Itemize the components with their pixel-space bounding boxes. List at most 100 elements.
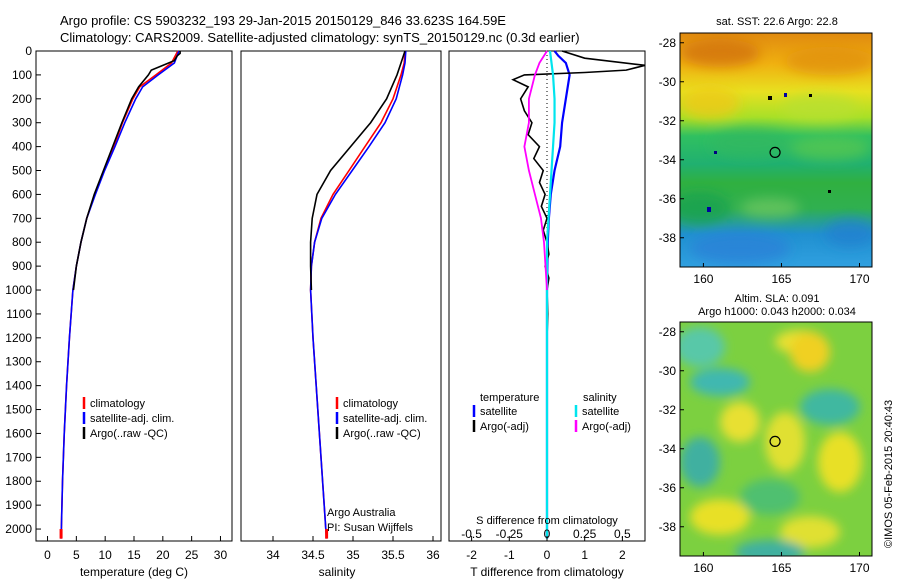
depth-tick-label: 1500: [5, 403, 32, 417]
difference-lines: [511, 50, 646, 541]
legend-label-satellite: satellite-adj. clim.: [90, 413, 174, 425]
depth-tick-label: 300: [12, 116, 32, 130]
map-x-tick-label: 165: [771, 272, 791, 286]
diff-s-tick-label: 0.25: [573, 527, 597, 541]
depth-tick-label: 1600: [5, 426, 32, 440]
sla-map-panel: Altim. SLA: 0.091 Argo h1000: 0.043 h200…: [659, 293, 873, 575]
depth-tick-label: 700: [12, 211, 32, 225]
data-gap-dot: [707, 207, 711, 212]
salinity-panel: 34 34.5 35 35.5 36 salinity climatology sate…: [240, 50, 442, 579]
map-y-tick-label: -32: [659, 403, 677, 417]
argo-location-marker: [769, 146, 781, 158]
depth-tick-label: 900: [12, 259, 32, 273]
map-y-tick-label: -38: [659, 231, 677, 245]
map-y-tick-label: -28: [659, 325, 677, 339]
depth-tick-label: 1800: [5, 474, 32, 488]
temp-series-argo: [72, 51, 181, 291]
diff-t-tick-label: 2: [619, 548, 626, 562]
legend-label-t-satellite: satellite: [480, 406, 517, 418]
map-y-tick-label: -32: [659, 114, 677, 128]
difference-x-ticks: -2 -1 0 1 2: [466, 536, 626, 562]
diff-s-tick-label: 0: [544, 527, 551, 541]
map-x-tick-label: 160: [693, 561, 713, 575]
depth-tick-label: 1700: [5, 450, 32, 464]
legend-label-s-satellite: satellite: [582, 406, 619, 418]
salinity-axes-box: [240, 50, 442, 542]
depth-tick-label: 1400: [5, 379, 32, 393]
depth-tick-label: 100: [12, 68, 32, 82]
depth-tick-label: 1300: [5, 355, 32, 369]
depth-tick-label: 500: [12, 164, 32, 178]
temperature-xlabel: temperature (deg C): [80, 565, 188, 579]
depth-tick-label: 1000: [5, 283, 32, 297]
depth-tick-label: 600: [12, 187, 32, 201]
depth-ticks: 0 100 200 300 400 500 600 700 800 900 1000 1100 1200…: [5, 44, 41, 536]
difference-legend: temperature salinity satellite Argo(-adj…: [472, 392, 631, 433]
sst-map-frame: [679, 32, 873, 268]
map-y-tick-label: -38: [659, 520, 677, 534]
sal-x-tick-label: 35: [346, 548, 360, 562]
map-x-tick-label: 160: [693, 272, 713, 286]
header-line-2: Climatology: CARS2009. Satellite-adjuste…: [60, 30, 580, 45]
depth-tick-label: 2000: [5, 522, 32, 536]
sal-x-tick-label: 34: [266, 548, 280, 562]
depth-tick-label: 1900: [5, 498, 32, 512]
temperature-lines: [59, 50, 181, 539]
temperature-panel: 0100200300400500600700800900100011001200…: [5, 44, 233, 579]
depth-tick-label: 0: [25, 44, 32, 58]
map-y-tick-label: -30: [659, 75, 677, 89]
t-difference-xlabel: T difference from climatology: [470, 565, 624, 579]
diff-series-s-satellite: [545, 50, 556, 539]
depth-tick-label: 800: [12, 235, 32, 249]
temperature-axes-box: [35, 50, 233, 542]
salinity-legend: climatology satellite-adj. clim. Argo(..…: [335, 397, 427, 440]
imos-watermark: ©IMOS 05-Feb-2015 20:40:43: [883, 400, 895, 548]
sla-map-ticks: 160 165 170 -28 -30 -32 -34 -36 -38: [659, 325, 870, 575]
salinity-lines: [309, 50, 407, 539]
temp-x-tick-label: 15: [127, 548, 141, 562]
data-gap-dot: [768, 96, 772, 100]
annotation-argo-australia: Argo Australia: [327, 507, 396, 519]
data-gap-dot: [809, 94, 812, 97]
diff-s-tick-label: 0.5: [614, 527, 631, 541]
diff-t-tick-label: -2: [466, 548, 477, 562]
salinity-x-ticks: 34 34.5 35 35.5 36: [266, 536, 440, 562]
legend-label-climatology: climatology: [343, 398, 399, 410]
temp-x-tick-label: 0: [44, 548, 51, 562]
sst-map-ticks: 160 165 170 -28 -30 -32 -34 -36 -38: [659, 36, 870, 286]
temp-x-tick-label: 5: [73, 548, 80, 562]
map-y-tick-label: -36: [659, 192, 677, 206]
temperature-legend: climatology satellite-adj. clim. Argo(..…: [82, 397, 174, 440]
depth-tick-label: 1100: [6, 307, 32, 321]
depth-tick-label: 200: [12, 92, 32, 106]
temp-x-tick-label: 30: [214, 548, 228, 562]
legend-label-climatology: climatology: [90, 398, 146, 410]
map-y-tick-label: -34: [659, 442, 677, 456]
map-y-tick-label: -36: [659, 481, 677, 495]
argo-location-marker: [769, 435, 781, 447]
depth-tick-label: 1200: [5, 331, 32, 345]
s-difference-label: S difference from climatology: [476, 515, 618, 527]
sst-map-title: sat. SST: 22.6 Argo: 22.8: [716, 16, 838, 28]
annotation-pi: PI: Susan Wijffels: [327, 522, 413, 534]
diff-t-tick-label: -1: [504, 548, 515, 562]
map-x-tick-label: 170: [849, 561, 869, 575]
temp-x-tick-label: 20: [156, 548, 170, 562]
sal-series-argo: [309, 50, 406, 291]
sla-map-title-2: Argo h1000: 0.043 h2000: 0.034: [698, 306, 856, 318]
map-y-tick-label: -28: [659, 36, 677, 50]
sal-x-tick-label: 36: [426, 548, 440, 562]
data-gap-dot: [714, 151, 717, 154]
temperature-x-ticks: 0 5 10 15 20 25 30: [44, 536, 227, 562]
data-gap-dot: [784, 93, 787, 97]
temp-x-tick-label: 10: [98, 548, 112, 562]
diff-t-tick-label: 0: [544, 548, 551, 562]
sal-x-tick-label: 34.5: [301, 548, 325, 562]
difference-panel: -2 -1 0 1 2 S difference from climatology -0…: [448, 50, 646, 579]
legend-label-satellite: satellite-adj. clim.: [343, 413, 427, 425]
legend-label-s-argo: Argo(-adj): [582, 421, 631, 433]
temp-x-tick-label: 25: [185, 548, 199, 562]
data-gap-dot: [828, 190, 831, 193]
map-x-tick-label: 170: [849, 272, 869, 286]
